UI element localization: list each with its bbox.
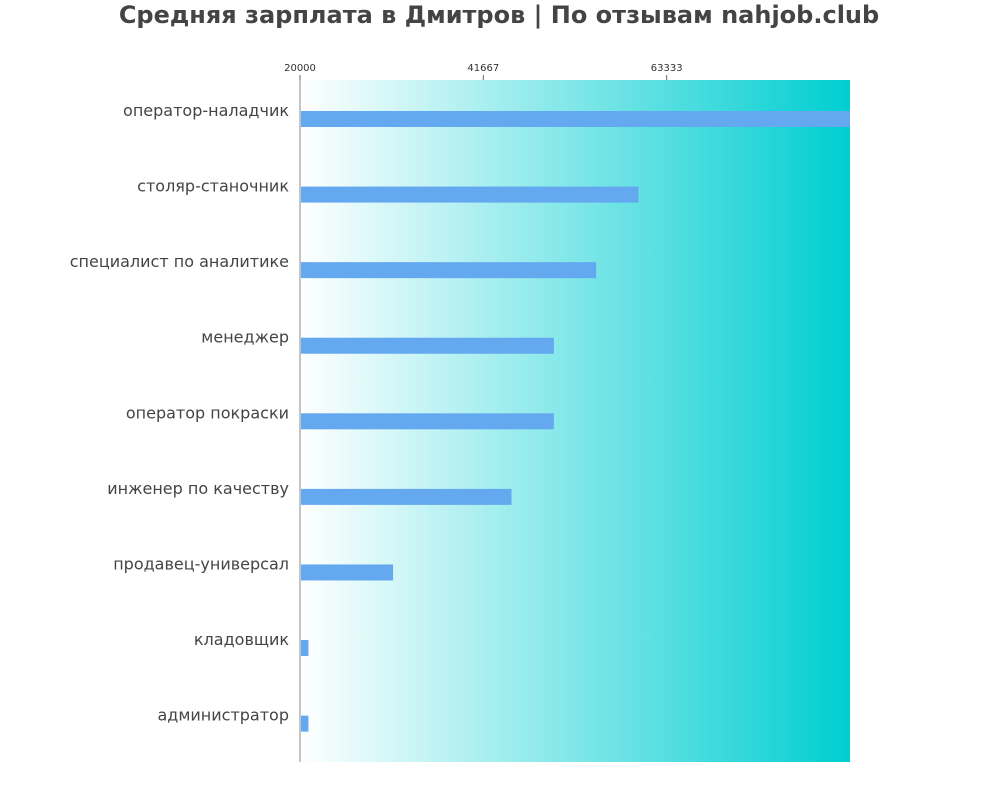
x-tick-label: 41667 — [467, 63, 499, 74]
category-label: продавец-универсал — [113, 554, 289, 573]
x-tick-label: 63333 — [651, 63, 683, 74]
category-label: оператор-наладчик — [123, 101, 289, 120]
bar — [301, 413, 554, 430]
chart-title: Средняя зарплата в Дмитров | По отзывам … — [119, 1, 879, 29]
bar — [301, 262, 597, 279]
category-label: администратор — [157, 706, 289, 725]
bar — [301, 186, 639, 203]
bar — [301, 715, 309, 732]
x-axis-ticks: 20000 41667 63333 — [284, 63, 683, 80]
category-label: кладовщик — [194, 630, 289, 649]
bar — [301, 564, 394, 581]
category-label: оператор покраски — [126, 403, 289, 422]
category-label: менеджер — [201, 328, 289, 347]
bar — [301, 640, 309, 657]
x-tick-label: 20000 — [284, 63, 316, 74]
category-label: столяр-станочник — [137, 177, 289, 196]
category-labels: оператор-наладчик столяр-станочник специал… — [70, 101, 290, 725]
bar — [301, 488, 512, 505]
category-label: специалист по аналитике — [70, 252, 289, 271]
bars — [301, 111, 850, 732]
bar — [301, 337, 554, 354]
bar — [301, 111, 850, 127]
category-label: инженер по качеству — [107, 479, 289, 498]
